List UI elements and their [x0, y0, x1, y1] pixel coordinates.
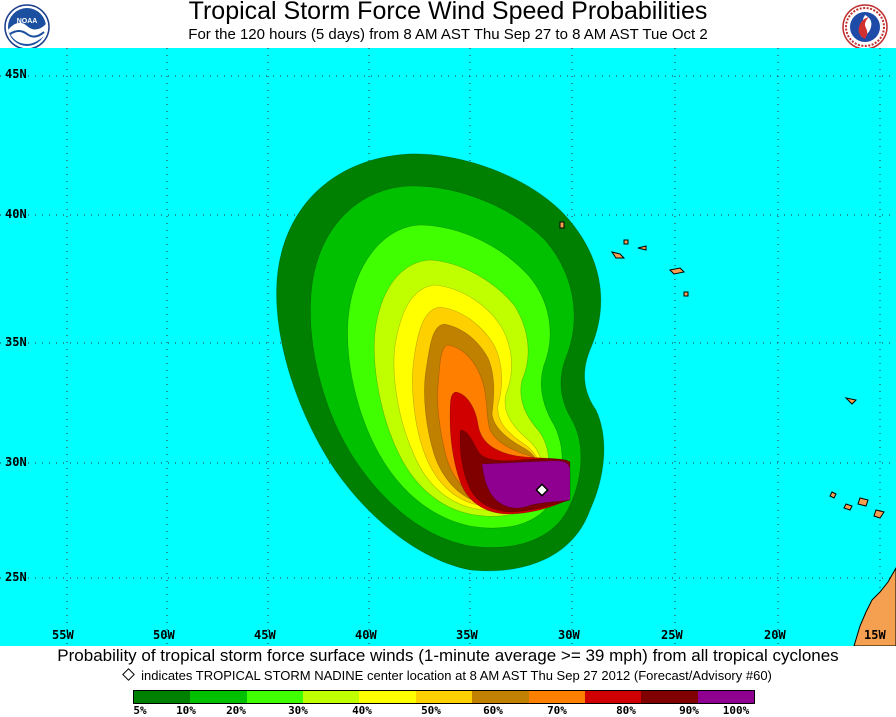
legend-swatch: [134, 691, 191, 703]
legend-label: 40%: [352, 704, 372, 717]
legend-label: 10%: [176, 704, 196, 717]
noaa-logo-icon: NOAA: [4, 4, 50, 50]
header: NOAA Tropical Storm Force Wind Speed Pro…: [0, 0, 896, 50]
legend-label: 20%: [226, 704, 246, 717]
svg-text:NOAA: NOAA: [17, 18, 38, 25]
legend-label: 90%: [679, 704, 699, 717]
legend-label: 60%: [483, 704, 503, 717]
page-title: Tropical Storm Force Wind Speed Probabil…: [188, 0, 708, 25]
azores-island-5: [623, 239, 629, 245]
probability-contours: [276, 153, 605, 572]
latitude-label: 45N: [5, 67, 27, 81]
longitude-label: 15W: [864, 628, 886, 642]
azores-island-4: [683, 291, 689, 297]
storm-center-diamond-icon: [122, 668, 135, 681]
legend-label: 30%: [288, 704, 308, 717]
legend-swatch: [303, 691, 360, 703]
contour-100pct: [481, 460, 571, 509]
footer-storm-note: indicates TROPICAL STORM NADINE center l…: [0, 668, 896, 683]
madeira-island-2: [844, 397, 858, 405]
canary-island-2: [873, 509, 885, 519]
legend-label: 100%: [722, 704, 750, 717]
latitude-label: 40N: [5, 207, 27, 221]
latitude-label: 35N: [5, 335, 27, 349]
legend-swatch: [697, 691, 754, 703]
legend-swatch: [246, 691, 304, 703]
legend-color-bar: [133, 690, 755, 704]
azores-island-1: [610, 251, 626, 259]
latitude-label: 30N: [5, 455, 27, 469]
longitude-label: 35W: [456, 628, 478, 642]
legend-swatch: [359, 691, 416, 703]
storm-center-diamond-icon: [535, 483, 549, 497]
legend-label: 70%: [547, 704, 567, 717]
page-subtitle: For the 120 hours (5 days) from 8 AM AST…: [188, 26, 708, 43]
azores-island-6: [559, 221, 565, 229]
legend-label: 50%: [421, 704, 441, 717]
longitude-label: 40W: [355, 628, 377, 642]
longitude-label: 20W: [764, 628, 786, 642]
azores-island-2: [637, 245, 647, 251]
land-areas: [559, 221, 896, 646]
legend-swatch: [415, 691, 473, 703]
footer: Probability of tropical storm force surf…: [0, 646, 896, 717]
canary-island-1: [857, 497, 869, 507]
longitude-label: 25W: [661, 628, 683, 642]
legend-swatch: [190, 691, 247, 703]
legend-swatch: [584, 691, 642, 703]
map-canvas: [0, 48, 896, 646]
longitude-label: 45W: [254, 628, 276, 642]
canary-island-3: [843, 503, 853, 511]
legend-swatch: [472, 691, 529, 703]
probability-map: 45N 40N 35N 30N 25N 55W 50W 45W 40W 35W …: [0, 48, 896, 646]
storm-note-text: indicates TROPICAL STORM NADINE center l…: [141, 668, 772, 683]
longitude-label: 50W: [153, 628, 175, 642]
azores-island-3: [668, 267, 686, 275]
legend-swatch: [528, 691, 585, 703]
madeira-island: [829, 491, 837, 499]
longitude-label: 30W: [558, 628, 580, 642]
legend-label: 80%: [616, 704, 636, 717]
national-weather-service-logo-icon: [842, 4, 888, 50]
longitude-label: 55W: [52, 628, 74, 642]
legend-label: 5%: [133, 704, 147, 717]
legend-swatch: [641, 691, 698, 703]
latitude-label: 25N: [5, 570, 27, 584]
footer-description: Probability of tropical storm force surf…: [57, 646, 839, 665]
africa-coast: [853, 566, 896, 646]
